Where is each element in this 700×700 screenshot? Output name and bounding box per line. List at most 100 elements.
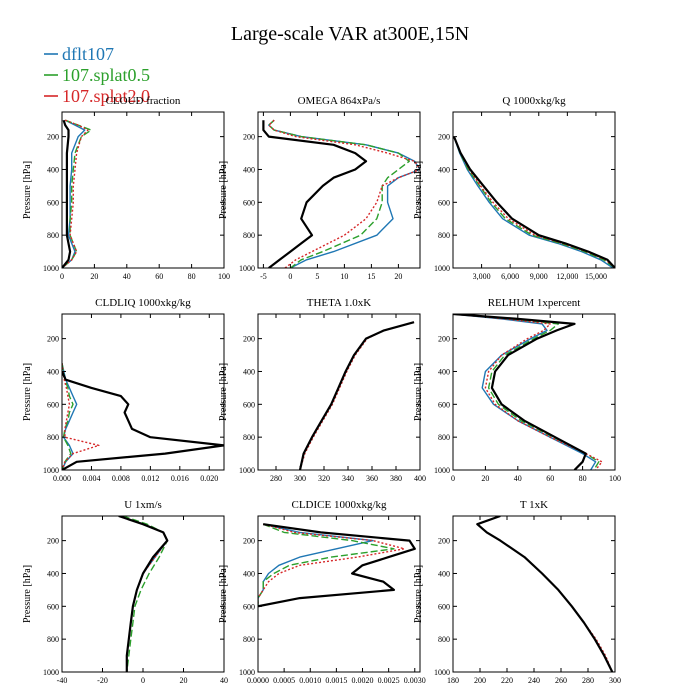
x-tick-label: 400	[414, 474, 426, 483]
y-tick-label: 800	[243, 231, 255, 240]
y-tick-label: 400	[438, 165, 450, 174]
y-tick-label: 600	[47, 198, 59, 207]
panel-7: CLDICE 1000xkg/kg Pressure [hPa] 200 400 600…	[218, 499, 426, 685]
y-tick-label: 400	[243, 165, 255, 174]
legend-label-1: 107.splat0.5	[62, 65, 150, 85]
series-line-2	[453, 136, 615, 268]
x-tick-label: 12,000	[556, 272, 578, 281]
series-line-1	[299, 321, 415, 470]
x-tick-label: 0	[288, 272, 292, 281]
y-tick-label: 400	[438, 367, 450, 376]
y-tick-label: 200	[243, 133, 255, 142]
y-tick-label: 600	[243, 400, 255, 409]
y-tick-label: 600	[438, 400, 450, 409]
plot-frame	[61, 111, 225, 269]
x-tick-label: 0	[141, 676, 145, 685]
series-line-3	[118, 516, 169, 672]
y-axis-label: Pressure [hPa]	[218, 161, 229, 219]
x-tick-label: -5	[260, 272, 267, 281]
series-line-1	[453, 136, 615, 268]
y-axis-label: Pressure [hPa]	[22, 363, 33, 421]
x-tick-label: 380	[390, 474, 402, 483]
y-axis-label: Pressure [hPa]	[22, 565, 33, 623]
y-tick-label: 800	[47, 231, 59, 240]
x-tick-label: 180	[447, 676, 459, 685]
y-tick-label: 400	[438, 569, 450, 578]
y-tick-label: 1000	[434, 264, 450, 273]
series-line-3	[453, 136, 615, 268]
x-tick-label: 0.0025	[378, 676, 400, 685]
x-tick-label: 300	[294, 474, 306, 483]
x-tick-label: 20	[90, 272, 98, 281]
x-tick-label: 260	[555, 676, 567, 685]
plot-frame	[61, 515, 225, 673]
x-tick-label: 60	[155, 272, 163, 281]
panel-2: Q 1000xkg/kg Pressure [hPa] 200 400 600 800 10…	[413, 95, 616, 281]
x-tick-label: 0.000	[53, 474, 71, 483]
x-tick-label: 6,000	[501, 272, 519, 281]
series-line-2	[268, 119, 420, 268]
x-tick-label: 340	[342, 474, 354, 483]
y-tick-label: 200	[243, 537, 255, 546]
x-tick-label: 15	[367, 272, 375, 281]
series-line-0	[299, 321, 415, 470]
x-tick-label: 0.0020	[352, 676, 374, 685]
x-tick-label: 20	[394, 272, 402, 281]
x-tick-label: 9,000	[530, 272, 548, 281]
series-line-2	[258, 523, 405, 607]
y-tick-label: 1000	[239, 466, 255, 475]
series-line-0	[453, 136, 614, 268]
x-tick-label: 220	[501, 676, 513, 685]
legend-label-0: dflt107	[62, 44, 114, 64]
series-line-3	[62, 371, 224, 470]
y-tick-label: 400	[243, 569, 255, 578]
panel-title: RELHUM 1xpercent	[488, 297, 581, 309]
y-tick-label: 600	[438, 602, 450, 611]
x-tick-label: 100	[609, 474, 621, 483]
x-tick-label: -40	[57, 676, 68, 685]
series-line-3	[298, 321, 415, 470]
x-tick-label: 40	[123, 272, 131, 281]
plot-frame	[452, 515, 616, 673]
panel-title: U 1xm/s	[124, 499, 162, 511]
figure-title: Large-scale VAR at300E,15N	[231, 23, 469, 45]
legend-label-2: 107.splat2.0	[62, 86, 150, 106]
y-axis-label: Pressure [hPa]	[218, 565, 229, 623]
series-line-1	[258, 523, 395, 607]
panel-title: OMEGA 864xPa/s	[298, 95, 381, 107]
x-tick-label: 280	[270, 474, 282, 483]
x-tick-label: 20	[180, 676, 188, 685]
x-tick-label: 0.020	[200, 474, 218, 483]
y-tick-label: 200	[438, 537, 450, 546]
series-line-3	[453, 314, 587, 470]
y-tick-label: 600	[47, 400, 59, 409]
series-line-3	[62, 119, 72, 268]
y-tick-label: 800	[438, 231, 450, 240]
y-tick-label: 400	[47, 367, 59, 376]
y-axis-label: Pressure [hPa]	[413, 161, 424, 219]
x-tick-label: 0.012	[141, 474, 159, 483]
y-axis-label: Pressure [hPa]	[413, 363, 424, 421]
y-tick-label: 1000	[434, 466, 450, 475]
panel-title: T 1xK	[520, 499, 548, 511]
y-tick-label: 200	[47, 537, 59, 546]
series-line-2	[453, 314, 603, 470]
y-tick-label: 1000	[239, 264, 255, 273]
x-tick-label: 0.0005	[273, 676, 295, 685]
series-line-3	[258, 523, 416, 608]
y-tick-label: 600	[438, 198, 450, 207]
series-line-2	[118, 516, 169, 672]
y-tick-label: 400	[47, 569, 59, 578]
x-tick-label: 0	[60, 272, 64, 281]
y-tick-label: 200	[47, 133, 59, 142]
x-tick-label: -20	[97, 676, 108, 685]
x-tick-label: 300	[609, 676, 621, 685]
y-tick-label: 800	[243, 433, 255, 442]
x-tick-label: 0.0010	[299, 676, 321, 685]
y-axis-label: Pressure [hPa]	[218, 363, 229, 421]
y-tick-label: 800	[438, 433, 450, 442]
